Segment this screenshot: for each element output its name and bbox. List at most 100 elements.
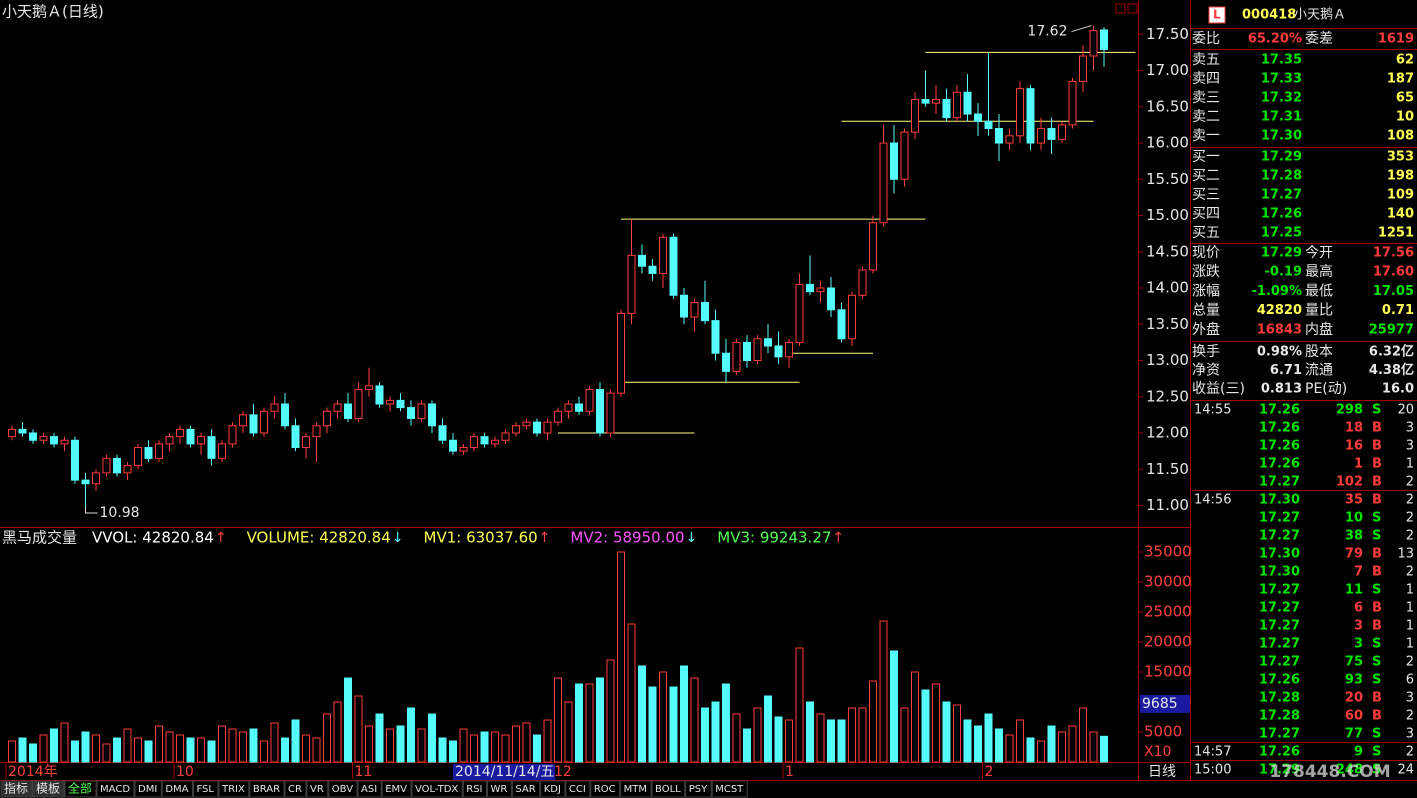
candle-body (50, 436, 58, 445)
toolbar-tab-label[interactable]: EMV (385, 784, 407, 795)
toolbar-tab[interactable] (685, 780, 712, 798)
trade-volume: 10 (1345, 511, 1363, 526)
toolbar-tab[interactable] (711, 780, 748, 798)
quote-price: 17.26 (1261, 207, 1302, 222)
toolbar-tab[interactable] (192, 780, 219, 798)
toolbar-tab-label[interactable]: 全部 (68, 781, 92, 796)
badge: L (1213, 8, 1221, 22)
quote-value: 0.98% (1257, 345, 1302, 360)
toolbar-tab-label[interactable]: VOL-TDX (415, 784, 458, 795)
trade-side: S (1372, 673, 1381, 688)
toolbar-tab-label[interactable]: ASI (361, 784, 377, 795)
quote-price: 17.32 (1261, 91, 1302, 106)
toolbar-tab[interactable] (0, 780, 33, 798)
toolbar-tab[interactable] (32, 780, 65, 798)
trade-volume: 60 (1345, 709, 1363, 724)
toolbar-tab-label[interactable]: FSL (196, 784, 214, 795)
candle-body (564, 403, 573, 412)
candle-body (659, 236, 667, 275)
toolbar-tab-label[interactable]: KDJ (544, 784, 561, 795)
toolbar-tab[interactable] (328, 780, 358, 798)
toolbar-tab-label[interactable]: BRAR (253, 784, 280, 795)
toolbar-tab[interactable] (651, 780, 686, 798)
candle-body (890, 142, 898, 180)
trade-count: 13 (1397, 547, 1414, 562)
toolbar-tab[interactable] (590, 780, 621, 798)
trade-count: 1 (1406, 637, 1414, 652)
volume-bar (428, 713, 436, 763)
toolbar-tab-label[interactable]: MCST (715, 784, 744, 795)
trade-count: 3 (1406, 727, 1414, 742)
quote-volume: 62 (1396, 53, 1414, 68)
toolbar-tab-label[interactable]: BOLL (655, 784, 681, 795)
toolbar-tab[interactable] (134, 780, 162, 798)
window-icon[interactable] (1127, 3, 1138, 14)
toolbar-tab-label[interactable]: MACD (100, 784, 130, 795)
toolbar-tab-label[interactable]: MTM (624, 784, 647, 795)
trade-side: B (1372, 709, 1382, 724)
candle-body (701, 302, 709, 322)
volume-bar (638, 665, 646, 763)
candle-body (228, 425, 237, 445)
toolbar-tab-label[interactable]: 模板 (36, 782, 60, 796)
toolbar-tab-label[interactable]: PSY (689, 784, 708, 795)
toolbar-tab-label[interactable]: OBV (332, 784, 353, 795)
quote-value: 4.38亿 (1369, 362, 1414, 378)
toolbar-tab-label[interactable]: CCI (569, 784, 586, 795)
volume-bar (312, 737, 321, 763)
window-icon[interactable] (1115, 3, 1126, 14)
candle-body (827, 287, 835, 311)
x-tick-label: 1 (785, 764, 794, 780)
toolbar-tab-label[interactable]: RSI (466, 784, 482, 795)
volume-bar (50, 728, 58, 763)
toolbar-tab[interactable] (411, 780, 463, 798)
toolbar-tab[interactable] (620, 780, 652, 798)
toolbar-tab[interactable] (511, 780, 541, 798)
quote-label: 卖五 (1192, 52, 1220, 68)
quote-value: 16.0 (1382, 382, 1414, 397)
toolbar-tab[interactable] (487, 780, 512, 798)
y-tick-label: 11.50 (1146, 460, 1189, 478)
candle-body (1047, 128, 1056, 140)
toolbar-tab[interactable] (462, 780, 488, 798)
toolbar-tab-label[interactable]: DMA (165, 784, 188, 795)
toolbar-tab[interactable] (306, 780, 329, 798)
trade-price: 17.26 (1259, 457, 1300, 472)
toolbar-tab[interactable] (218, 780, 250, 798)
annotation-label: 10.98 (100, 505, 140, 521)
trade-price: 17.30 (1259, 565, 1300, 580)
toolbar-tab-label[interactable]: VR (310, 784, 324, 795)
toolbar-tab[interactable] (96, 780, 135, 798)
candle-body (491, 439, 499, 445)
quote-price: 17.30 (1261, 129, 1302, 144)
toolbar-tab-label[interactable]: DMI (138, 784, 157, 795)
trade-volume: 35 (1345, 493, 1363, 508)
toolbar-tab[interactable] (284, 780, 307, 798)
toolbar-tab[interactable] (357, 780, 382, 798)
candle-body (858, 269, 867, 296)
toolbar-tab[interactable] (381, 780, 412, 798)
chart-title: 小天鹅Ａ(日线) (2, 3, 104, 21)
toolbar-tab-label[interactable]: ROC (594, 784, 616, 795)
toolbar-tab[interactable] (540, 780, 566, 798)
toolbar-tab[interactable] (64, 780, 97, 798)
volume-bar (113, 737, 121, 763)
toolbar-tab-label[interactable]: WR (491, 784, 508, 795)
y-tick-label: 16.00 (1146, 134, 1189, 152)
toolbar-tab-label[interactable]: SAR (515, 784, 535, 795)
toolbar-tab[interactable] (249, 780, 285, 798)
trade-count: 2 (1406, 655, 1414, 670)
toolbar-tab-label[interactable]: TRIX (221, 784, 245, 795)
volume-bar (596, 677, 604, 763)
volume-bar (512, 725, 520, 763)
trade-time: 14:55 (1194, 403, 1231, 418)
toolbar-tab[interactable] (161, 780, 193, 798)
trade-volume: 38 (1345, 529, 1363, 544)
toolbar-tab-label[interactable]: CR (288, 784, 302, 795)
volume-bar (302, 734, 310, 763)
annotation-label: 17.62 (1027, 24, 1067, 40)
toolbar-tab-label[interactable]: 指标 (4, 781, 28, 796)
volume-bar (690, 677, 699, 763)
toolbar-tab[interactable] (565, 780, 591, 798)
legend-arrow: ↓ (686, 530, 698, 546)
